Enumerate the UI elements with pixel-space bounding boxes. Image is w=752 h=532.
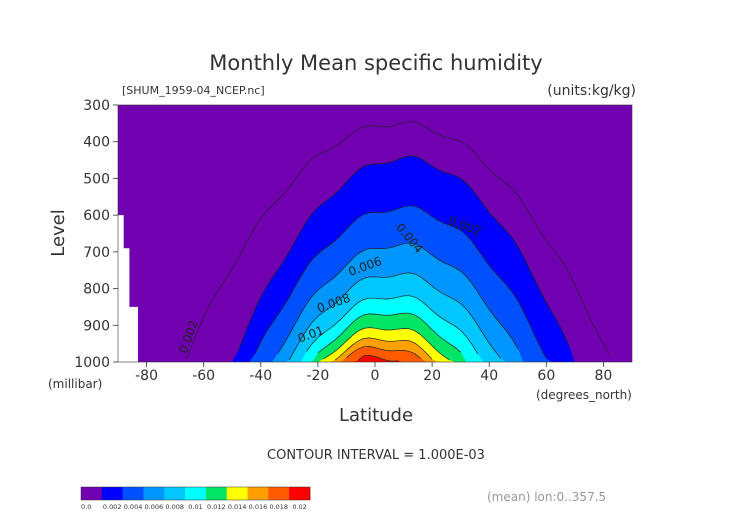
contour-line-0.002 [237, 155, 570, 352]
contour-line-0.02 [357, 355, 398, 362]
colorbar-swatch [101, 487, 123, 500]
colorbar-swatch [247, 487, 269, 500]
x-tick-label: -40 [249, 368, 272, 384]
colorbar-swatch [205, 487, 228, 500]
colorbar-swatch [226, 487, 248, 500]
x-tick-label: 0 [371, 368, 380, 384]
contour-line-0.014 [323, 327, 450, 361]
colorbar-swatch [289, 487, 311, 500]
y-tick-label: 400 [83, 135, 110, 151]
contour-line-0.006 [277, 242, 519, 354]
colorbar-tick-label: 0.014 [228, 503, 247, 511]
colorbar-tick-label: 0.006 [145, 503, 164, 511]
y-tick-label: 600 [83, 208, 110, 224]
contour-line-0.008 [288, 272, 501, 361]
contour-interval-label: CONTOUR INTERVAL = 1.000E-03 [267, 448, 485, 463]
y-tick-label: 800 [83, 282, 110, 298]
y-tick-label: 700 [83, 245, 110, 261]
mean-label: (mean) lon:0..357.5 [487, 490, 606, 504]
x-tick-label: -20 [306, 368, 329, 384]
x-tick-label: 60 [537, 368, 555, 384]
x-unit-label: (degrees_north) [536, 388, 632, 402]
colorbar-tick-label: 0.02 [292, 503, 306, 511]
contour-fill-0.018 [118, 346, 632, 362]
y-axis-label: Level [48, 209, 69, 257]
colorbar-frame [80, 486, 311, 501]
contour-line-0.016 [334, 337, 433, 361]
x-tick-label: -80 [135, 368, 158, 384]
x-tick-label: 40 [480, 368, 498, 384]
colorbar-swatch [122, 487, 144, 500]
contour-fill-0.02 [118, 355, 632, 362]
contour-line-0.004 [254, 205, 547, 359]
colorbar-tick-label: 0.0 [81, 503, 91, 511]
x-tick-label: -60 [192, 368, 215, 384]
file-label: [SHUM_1959-04_NCEP.nc] [122, 84, 265, 97]
colorbar-swatch [143, 487, 165, 500]
colorbar-tick-label: 0.016 [249, 503, 268, 511]
colorbar-swatch [81, 487, 103, 500]
colorbar-tick-label: 0.008 [165, 503, 184, 511]
colorbar-tick-label: 0.004 [124, 503, 143, 511]
colorbar-tick-label: 0.018 [269, 503, 288, 511]
colorbar-swatch [268, 487, 290, 500]
y-tick-label: 900 [83, 318, 110, 334]
y-unit-label: (millibar) [48, 377, 102, 391]
contour-line-0.012 [317, 312, 461, 354]
y-axis: 300 400 500 600 700 800 900 1000 [74, 98, 118, 371]
y-tick-label: 500 [83, 171, 110, 187]
x-axis-label: Latitude [339, 405, 413, 426]
contour-line-outer [186, 121, 610, 359]
colorbar-tick-label: 0.002 [103, 503, 122, 511]
colorbar-swatch [164, 487, 186, 500]
contour-line-0.018 [346, 346, 421, 359]
x-tick-label: 20 [423, 368, 441, 384]
colorbar-tick-label: 0.01 [188, 503, 202, 511]
colorbar-tick-label: 0.012 [207, 503, 226, 511]
y-tick-label: 1000 [74, 355, 110, 371]
missing-data-region [118, 215, 138, 362]
x-axis: -80 -60 -40 -20 0 20 40 60 80 [135, 362, 612, 384]
colorbar: 0.0 0.002 0.004 0.006 0.008 0.01 0.012 0.014 0.0… [80, 486, 311, 511]
plot-area [118, 105, 632, 362]
x-tick-label: 80 [595, 368, 613, 384]
colorbar-swatch [185, 487, 207, 500]
contour-line-0.01 [306, 295, 479, 355]
chart-title: Monthly Mean specific humidity [209, 51, 542, 75]
y-tick-label: 300 [83, 98, 110, 114]
units-label: (units:kg/kg) [547, 83, 636, 99]
